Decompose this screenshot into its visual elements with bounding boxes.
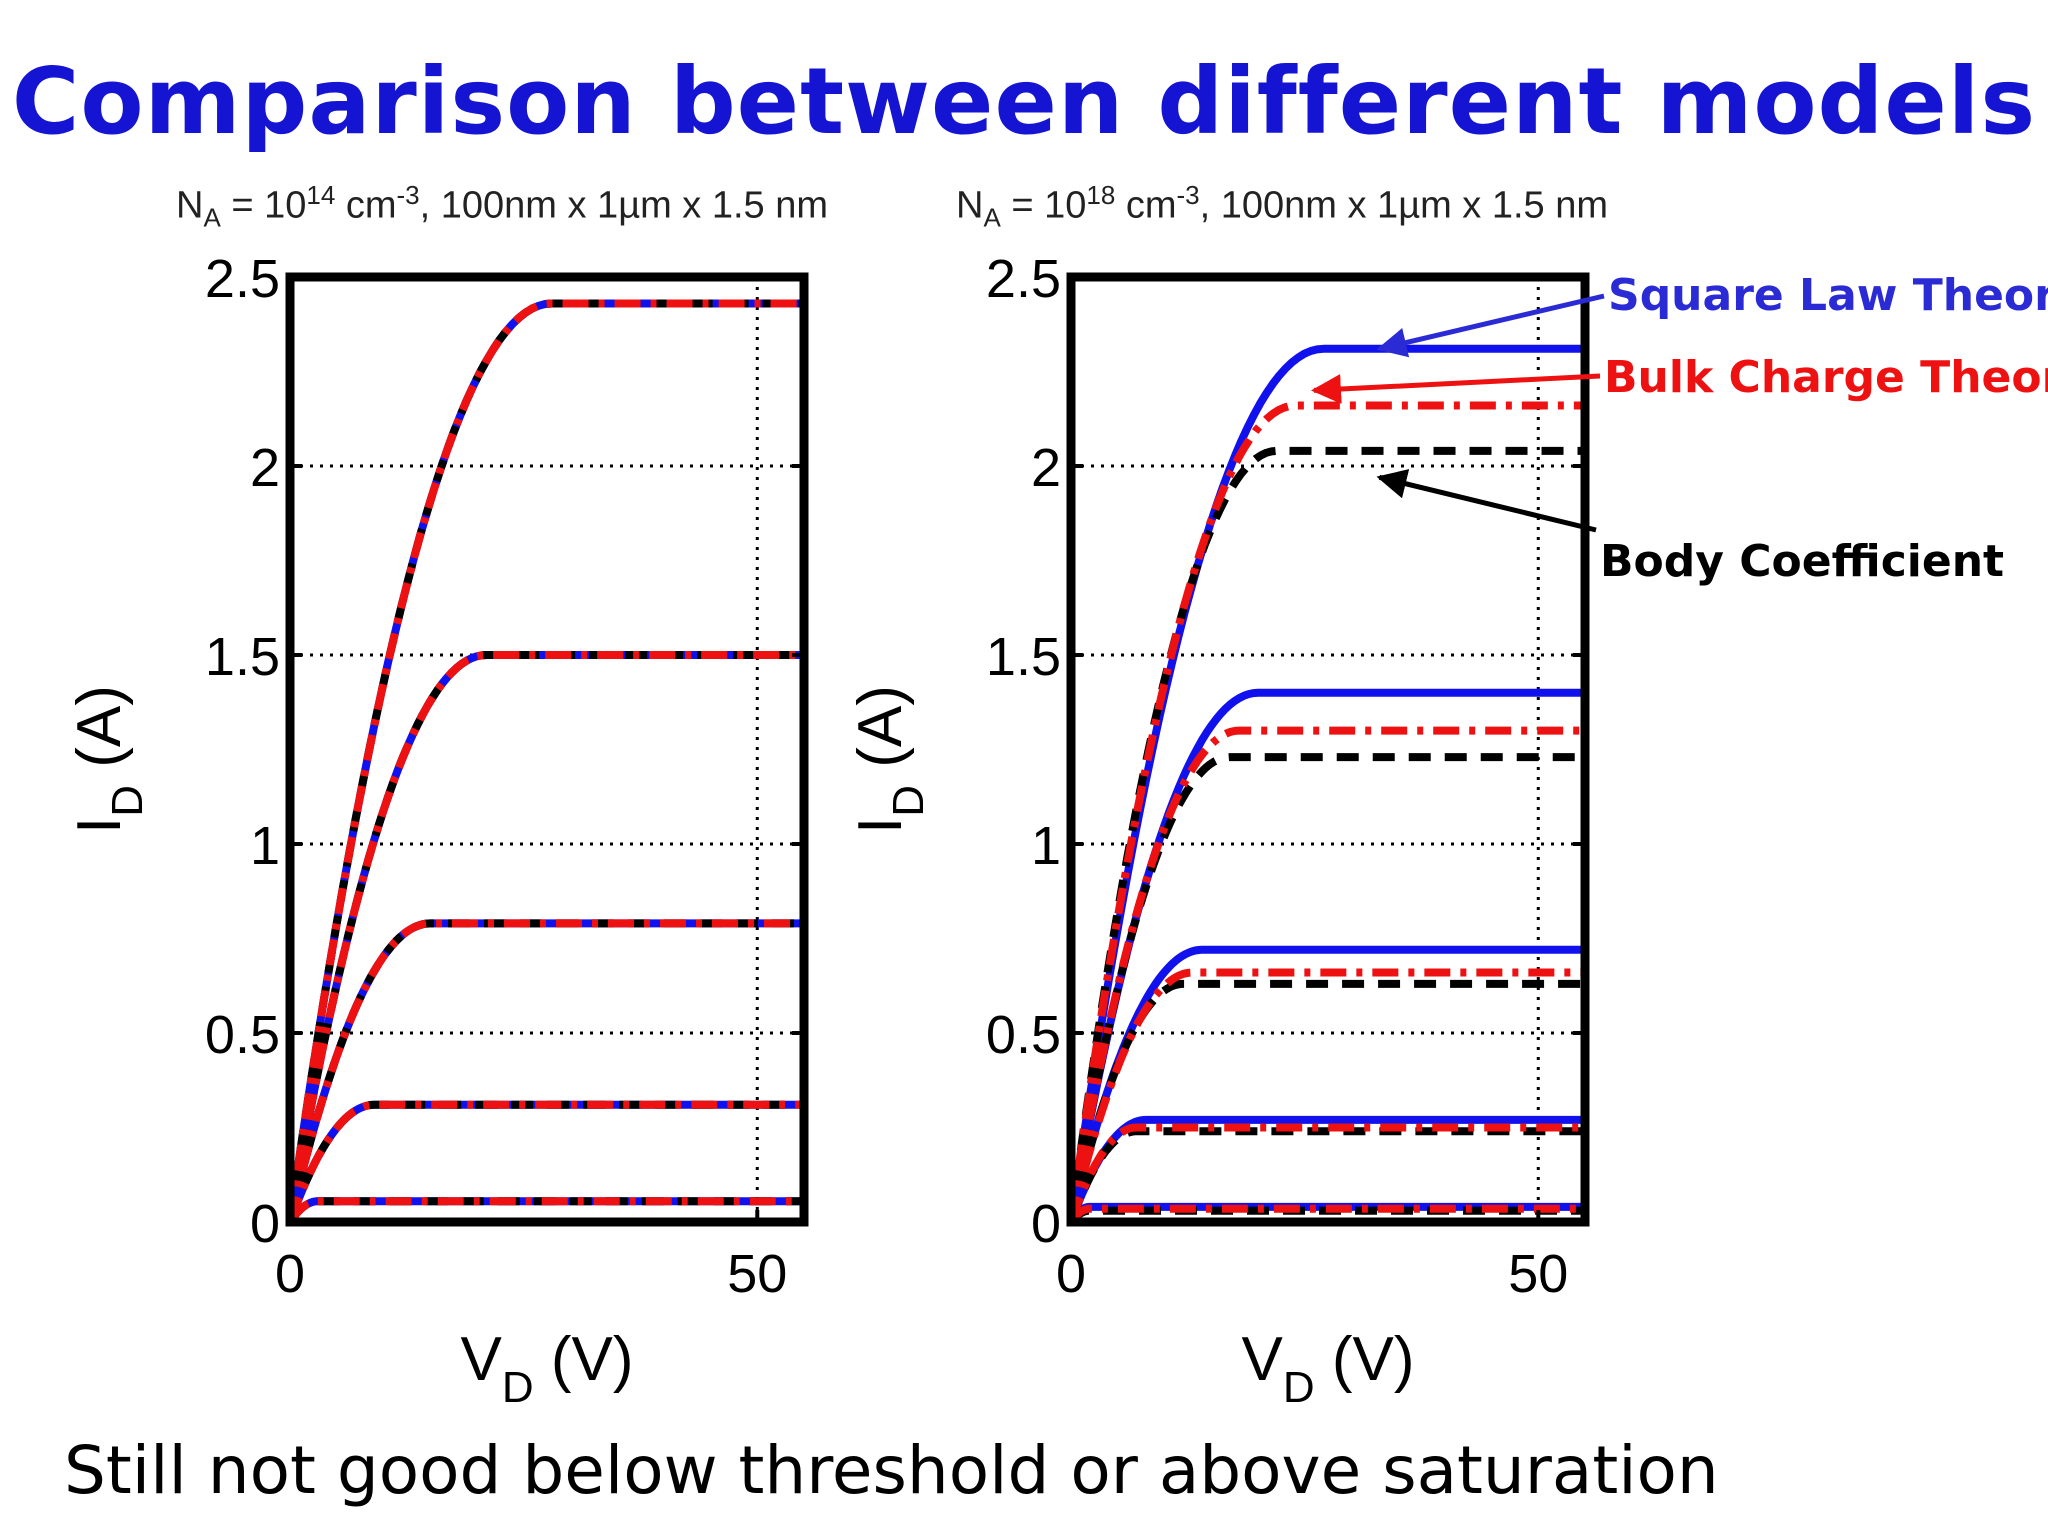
annotation-square-law: Square Law Theory (1608, 270, 2048, 321)
y-axis-label: ID (A) (846, 685, 933, 834)
chart-1: 0 0.5 1 1.5 2 2.5 0 50 VD (V) ID (A) (846, 249, 1590, 1412)
slide-title: Comparison between different models (11, 48, 2037, 155)
arrow-body_coefficient (1376, 469, 1597, 533)
x-axis-label: VD (V) (460, 1325, 633, 1412)
right-chart-subtitle: NA = 1018 cm-3, 100nm x 1µm x 1.5 nm (956, 180, 1609, 233)
axes-frame (1066, 272, 1590, 1227)
curve-square_law (1067, 945, 1585, 1223)
x-tick-label: 0 (275, 1244, 305, 1304)
curve-square_law (286, 651, 804, 1223)
y-tick-label: 1.5 (986, 627, 1061, 687)
y-tick-label: 1 (250, 816, 280, 876)
y-tick-label: 2.5 (986, 249, 1061, 309)
curve-bulk_charge (1067, 1123, 1585, 1224)
y-tick-label: 0.5 (986, 1005, 1061, 1065)
chart-0: 0 0.5 1 1.5 2 2.5 0 50 VD (V) ID (A) (65, 249, 809, 1412)
y-tick-label: 2.5 (205, 249, 280, 309)
x-axis-label: VD (V) (1241, 1325, 1414, 1412)
curve-square_law (286, 919, 804, 1223)
curve-bulk_charge (286, 651, 804, 1223)
footer-text: Still not good below threshold or above … (64, 1432, 1719, 1509)
axes-frame (285, 272, 809, 1227)
y-tick-label: 2 (250, 438, 280, 498)
y-tick-label: 0 (1031, 1194, 1061, 1254)
curve-bulk_charge (286, 919, 804, 1223)
y-axis-label: ID (A) (65, 685, 152, 834)
curve-body_coefficient (286, 299, 804, 1223)
curve-square_law (286, 299, 804, 1223)
curve-bulk_charge (1067, 968, 1585, 1223)
arrow-square_law (1376, 293, 1605, 358)
curve-body_coefficient (286, 919, 804, 1223)
curve-bulk_charge (1067, 726, 1585, 1223)
x-tick-label: 50 (727, 1244, 787, 1304)
curve-body_coefficient (1067, 979, 1585, 1223)
curve-body_coefficient (286, 651, 804, 1223)
y-tick-label: 1 (1031, 816, 1061, 876)
y-tick-label: 0 (250, 1194, 280, 1254)
curve-square_law (1067, 344, 1585, 1223)
arrow-bulk_charge (1310, 373, 1601, 405)
annotation-body-coefficient: Body Coefficient (1600, 536, 2005, 587)
curve-body_coefficient (1067, 446, 1585, 1223)
curve-bulk_charge (286, 1197, 804, 1225)
y-tick-label: 0.5 (205, 1005, 280, 1065)
curve-bulk_charge (1067, 401, 1585, 1223)
curve-bulk_charge (286, 299, 804, 1223)
y-tick-label: 1.5 (205, 627, 280, 687)
x-tick-label: 50 (1508, 1244, 1568, 1304)
annotation-bulk-charge: Bulk Charge Theory (1604, 352, 2048, 403)
curve-bulk_charge (286, 1100, 804, 1224)
y-tick-label: 2 (1031, 438, 1061, 498)
x-tick-label: 0 (1056, 1244, 1086, 1304)
left-chart-subtitle: NA = 1014 cm-3, 100nm x 1µm x 1.5 nm (176, 180, 829, 233)
